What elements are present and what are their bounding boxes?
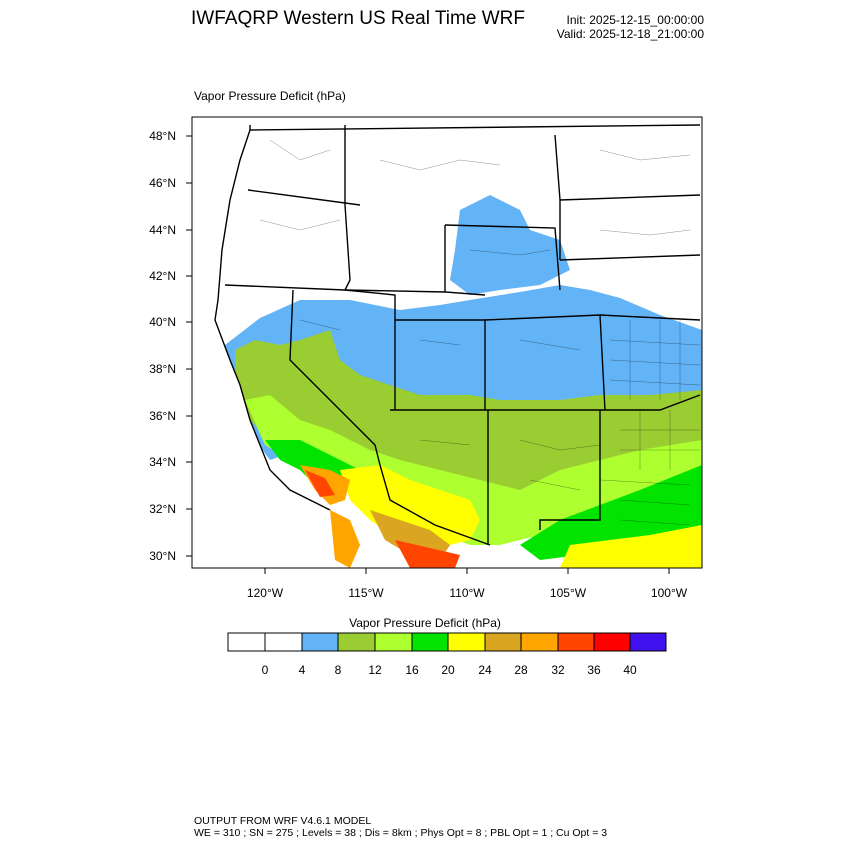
vpd-region-8-north: [450, 195, 570, 295]
vpd-region-16: [245, 395, 702, 545]
lat-label-46: 46°N: [149, 176, 176, 190]
colorbar-box-5: [411, 632, 449, 652]
colorbar-label-36: 36: [587, 663, 601, 677]
colorbar: [227, 632, 667, 652]
ocean: [192, 117, 330, 568]
colorbar-box-2: [301, 632, 339, 652]
colorbar-label-20: 20: [441, 663, 455, 677]
footer-config-line: WE = 310 ; SN = 275 ; Levels = 38 ; Dis …: [194, 827, 608, 839]
colorbar-box-6: [447, 632, 486, 652]
lat-label-34: 34°N: [149, 455, 176, 469]
state-boundaries: [214, 124, 701, 546]
lat-label-38: 38°N: [149, 362, 176, 376]
county-boundaries: [259, 139, 701, 526]
lat-label-40: 40°N: [149, 315, 176, 329]
colorbar-box-8: [520, 632, 559, 652]
colorbar-box-4: [374, 632, 413, 652]
map-frame: [191, 116, 703, 569]
lon-label-110: 110°W: [449, 586, 485, 600]
colorbar-box-10: [593, 632, 631, 652]
vpd-region-36: [305, 470, 335, 497]
colorbar-label-32: 32: [551, 663, 565, 677]
vpd-field: [192, 117, 702, 568]
colorbar-label-4: 4: [298, 663, 306, 677]
colorbar-label-16: 16: [405, 663, 419, 677]
colorbar-box-7: [484, 632, 522, 652]
valid-time: Valid: 2025-12-18_21:00:00: [556, 27, 704, 41]
lat-ticks: [186, 135, 192, 557]
colorbar-label-40: 40: [623, 663, 637, 677]
colorbar-box-3: [337, 632, 376, 652]
lat-label-42: 42°N: [149, 269, 176, 283]
colorbar-label-8: 8: [334, 663, 342, 677]
colorbar-box-1: [264, 632, 303, 652]
lat-label-44: 44°N: [149, 223, 176, 237]
colorbar-label-12: 12: [368, 663, 382, 677]
map-title: IWFAQRP Western US Real Time WRF: [191, 8, 525, 29]
colorbar-label-28: 28: [514, 663, 528, 677]
vpd-region-28: [370, 510, 450, 560]
lon-ticks: [264, 568, 670, 574]
vpd-region-36-b: [395, 540, 460, 568]
lat-label-30: 30°N: [149, 549, 176, 563]
lat-label-48: 48°N: [149, 129, 176, 143]
colorbar-label-24: 24: [478, 663, 492, 677]
lon-label-100: 100°W: [650, 586, 688, 600]
colorbar-title: Vapor Pressure Deficit (hPa): [349, 616, 501, 630]
lat-label-32: 32°N: [149, 502, 176, 516]
init-time: Init: 2025-12-15_00:00:00: [566, 13, 704, 27]
lat-label-36: 36°N: [149, 409, 176, 423]
lon-label-115: 115°W: [348, 586, 384, 600]
colorbar-box-0: [227, 632, 266, 652]
colorbar-box-11: [629, 632, 667, 652]
lon-label-120: 120°W: [246, 586, 284, 600]
colorbar-label-0: 0: [261, 663, 269, 677]
panel-title: Vapor Pressure Deficit (hPa): [194, 89, 346, 103]
vpd-region-24-east: [560, 525, 702, 568]
colorbar-box-9: [557, 632, 595, 652]
vpd-region-32-c: [330, 510, 360, 568]
lon-label-105: 105°W: [549, 586, 587, 600]
footer-model-line: OUTPUT FROM WRF V4.6.1 MODEL: [194, 815, 372, 827]
